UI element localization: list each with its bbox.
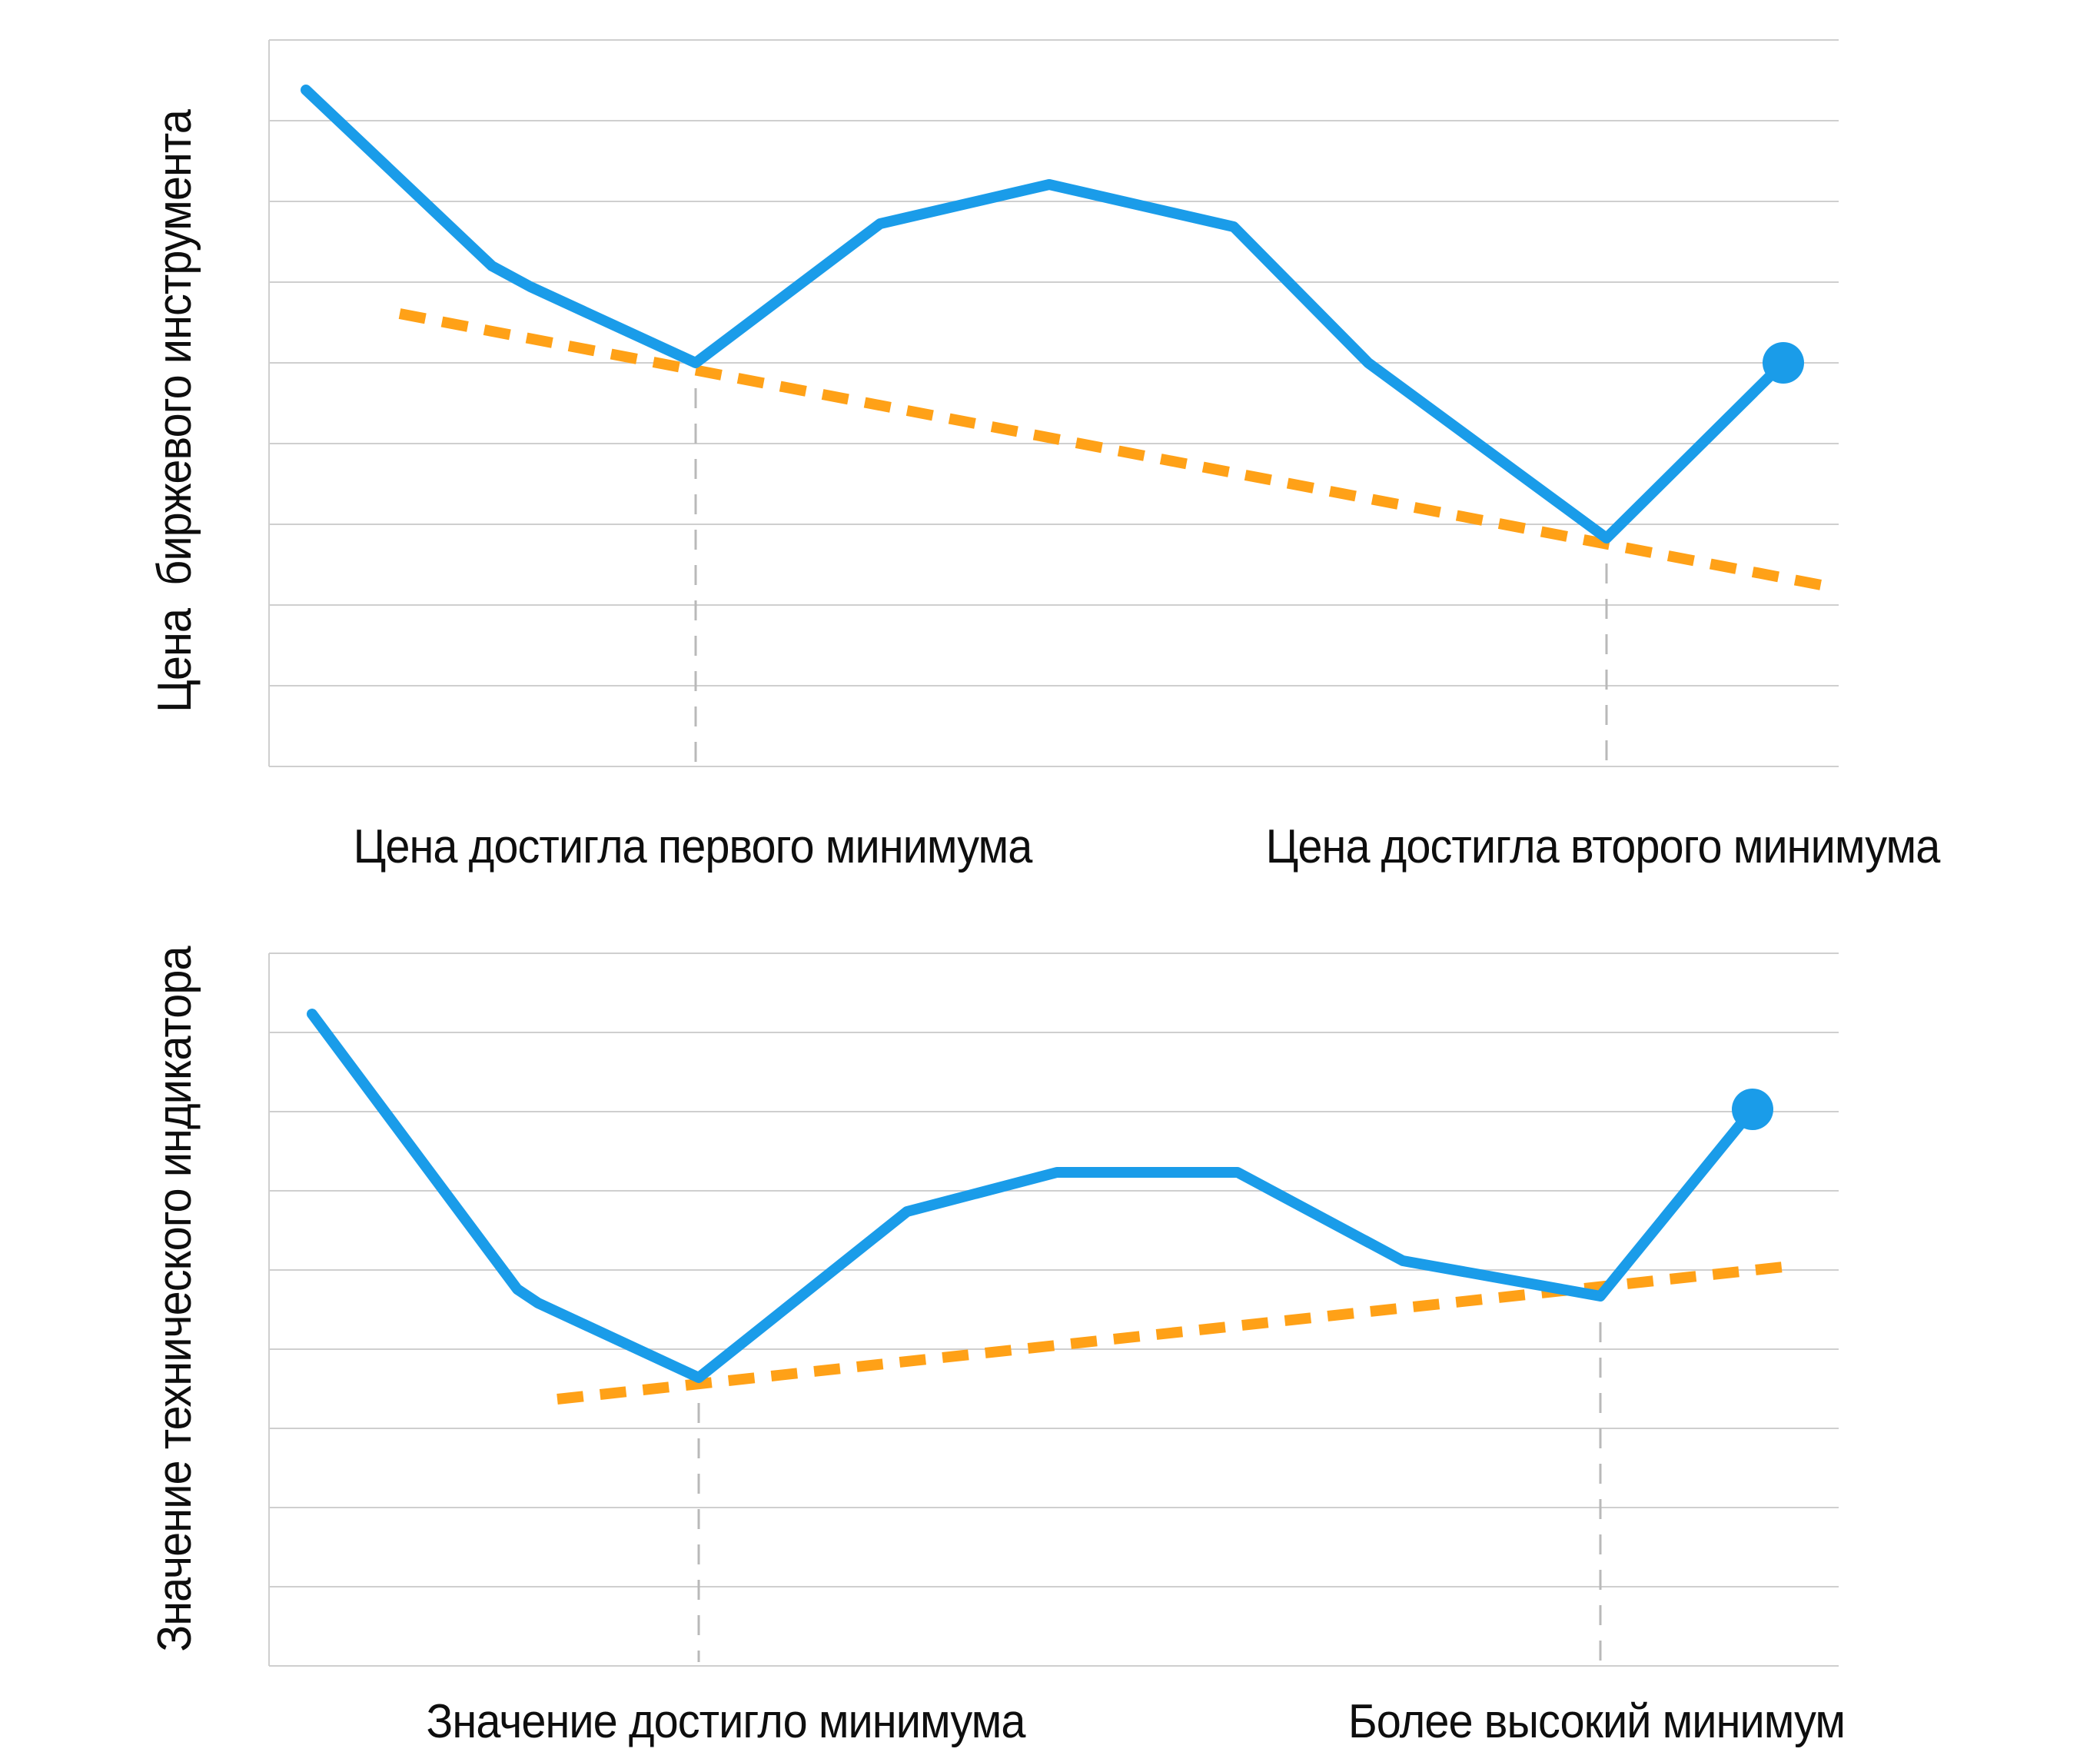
indicator-end-dot xyxy=(1732,1089,1773,1130)
indicator-chart-ylabel: Значение технического индикатора xyxy=(148,946,201,1652)
price-first-minimum-label: Цена достигла первого минимума xyxy=(353,820,1033,873)
price-chart-ylabel: Цена биржевого инструмента xyxy=(148,110,201,713)
price-price-line xyxy=(301,85,1789,544)
price-downtrend-line xyxy=(398,308,1831,592)
indicator-indicator-line xyxy=(307,1009,1758,1383)
price-end-dot xyxy=(1763,342,1804,384)
indicator-higher-minimum-label: Более высокий минимум xyxy=(1347,1695,1846,1748)
price-second-minimum-label: Цена достигла второго минимума xyxy=(1265,820,1941,873)
indicator-uptrend-line xyxy=(557,1262,1784,1405)
indicator-minimum-label: Значение достигло минимума xyxy=(426,1695,1026,1748)
